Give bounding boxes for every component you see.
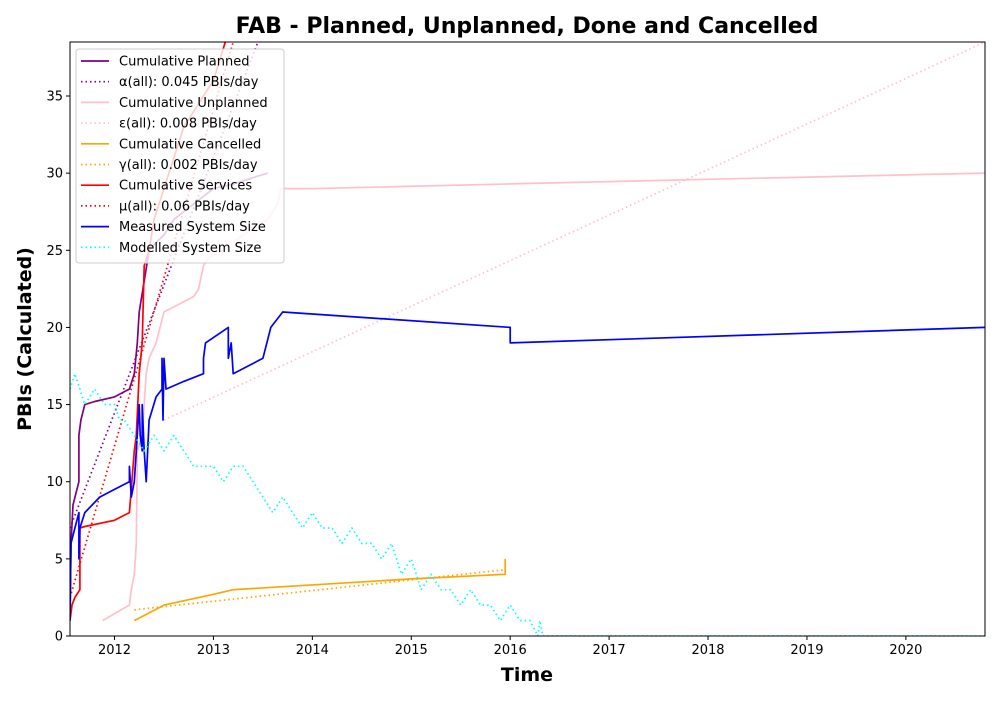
legend-label: ε(all): 0.008 PBIs/day [119, 117, 257, 132]
legend-label: α(all): 0.045 PBIs/day [119, 75, 259, 90]
x-tick-label: 2018 [691, 643, 724, 658]
series-line-all-0-045-pbis-day [70, 42, 259, 529]
y-tick-label: 10 [46, 475, 63, 490]
x-axis-label: Time [501, 664, 553, 686]
y-axis-label: PBIs (Calculated) [14, 247, 36, 431]
legend: Cumulative Planned α(all): 0.045 PBIs/day… [75, 48, 285, 264]
x-tick-label: 2019 [790, 643, 823, 658]
series-line-measured-system-size [70, 311, 985, 621]
legend-label: Cumulative Cancelled [119, 137, 261, 152]
legend-label: Cumulative Planned [119, 55, 249, 70]
y-tick-label: 35 [46, 90, 63, 105]
x-tick-label: 2014 [296, 643, 329, 658]
y-tick-label: 25 [46, 244, 63, 259]
legend-label: Measured System Size [119, 220, 266, 235]
x-tick-label: 2013 [197, 643, 230, 658]
legend-label: Cumulative Unplanned [119, 96, 268, 111]
x-tick-label: 2017 [593, 643, 626, 658]
series-line-cumulative-cancelled [133, 558, 507, 622]
legend-label: μ(all): 0.06 PBIs/day [119, 199, 250, 214]
x-tick-label: 2012 [98, 643, 131, 658]
y-ticks: 0 5 10 15 20 25 30 35 [46, 90, 70, 645]
x-ticks: 2012 2013 2014 2015 2016 2017 2018 2019 2020 [98, 636, 922, 658]
series-line-all-0-002-pbis-day [134, 568, 506, 611]
y-tick-label: 20 [46, 321, 63, 336]
legend-box [75, 48, 285, 264]
series-line-cumulative-unplanned [102, 172, 985, 622]
chart-title: FAB - Planned, Unplanned, Done and Cance… [236, 14, 819, 39]
y-tick-label: 30 [46, 167, 63, 182]
legend-label: γ(all): 0.002 PBIs/day [119, 158, 258, 173]
x-tick-label: 2015 [395, 643, 428, 658]
y-tick-label: 0 [55, 630, 63, 645]
plot-frame [69, 41, 986, 637]
x-tick-label: 2016 [494, 643, 527, 658]
y-tick-label: 15 [46, 398, 63, 413]
x-tick-label: 2020 [889, 643, 922, 658]
y-tick-label: 5 [55, 552, 63, 567]
series-line-modelled-system-size [70, 372, 985, 636]
legend-label: Cumulative Services [119, 179, 252, 194]
series-line-all-0-008-pbis-day [163, 42, 985, 421]
legend-label: Modelled System Size [119, 241, 261, 256]
